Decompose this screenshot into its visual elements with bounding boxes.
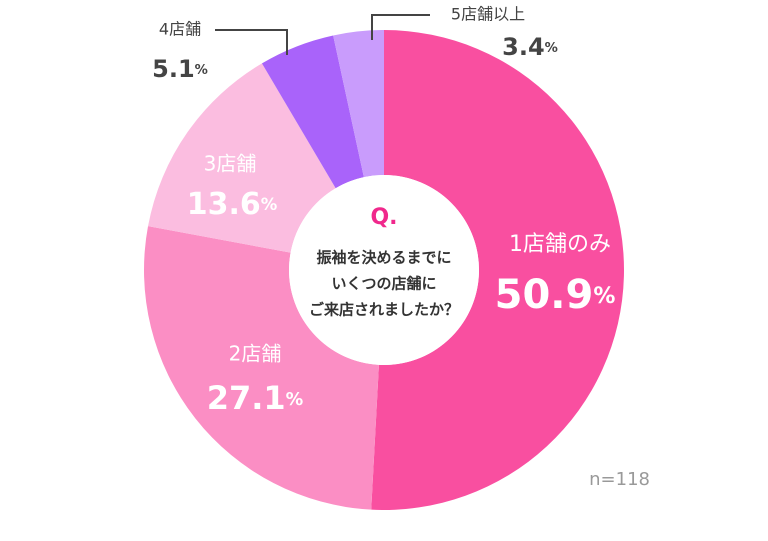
donut-hole	[289, 175, 479, 365]
donut-slice	[371, 30, 624, 510]
value-label: 27.1%	[207, 379, 304, 417]
leader-line	[371, 14, 430, 40]
donut-slice	[144, 226, 379, 510]
slice-label: 2店舗	[229, 342, 282, 366]
value-number: 50.9	[495, 272, 594, 318]
slice-label: 4店舗	[159, 20, 201, 39]
value-number: 13.6	[187, 187, 261, 222]
value-label: 50.9%	[495, 272, 616, 318]
donut-slice	[333, 30, 384, 178]
question-line: いくつの店舗に	[331, 275, 436, 293]
value-label: 13.6%	[187, 187, 278, 222]
value-unit: %	[286, 390, 304, 410]
slice-label: 1店舗のみ	[509, 232, 611, 257]
value-unit: %	[261, 195, 278, 214]
value-label: 5.1%	[152, 55, 208, 83]
sample-note: n=118	[589, 469, 650, 490]
slice-label: 5店舗以上	[451, 5, 525, 24]
center-title: Q.	[370, 205, 397, 230]
value-unit: %	[545, 41, 558, 56]
question-line: 振袖を決めるまでに	[316, 249, 451, 267]
donut-slice	[148, 63, 336, 253]
value-number: 5.1	[152, 55, 195, 83]
leader-line	[215, 29, 288, 55]
value-number: 3.4	[502, 33, 545, 61]
value-number: 27.1	[207, 379, 286, 417]
value-unit: %	[593, 284, 615, 309]
value-label: 3.4%	[502, 33, 558, 61]
slice-label: 3店舗	[204, 152, 257, 176]
donut-slice	[261, 35, 364, 189]
question-line: ご来店されましたか？	[309, 301, 459, 319]
value-unit: %	[195, 63, 208, 78]
